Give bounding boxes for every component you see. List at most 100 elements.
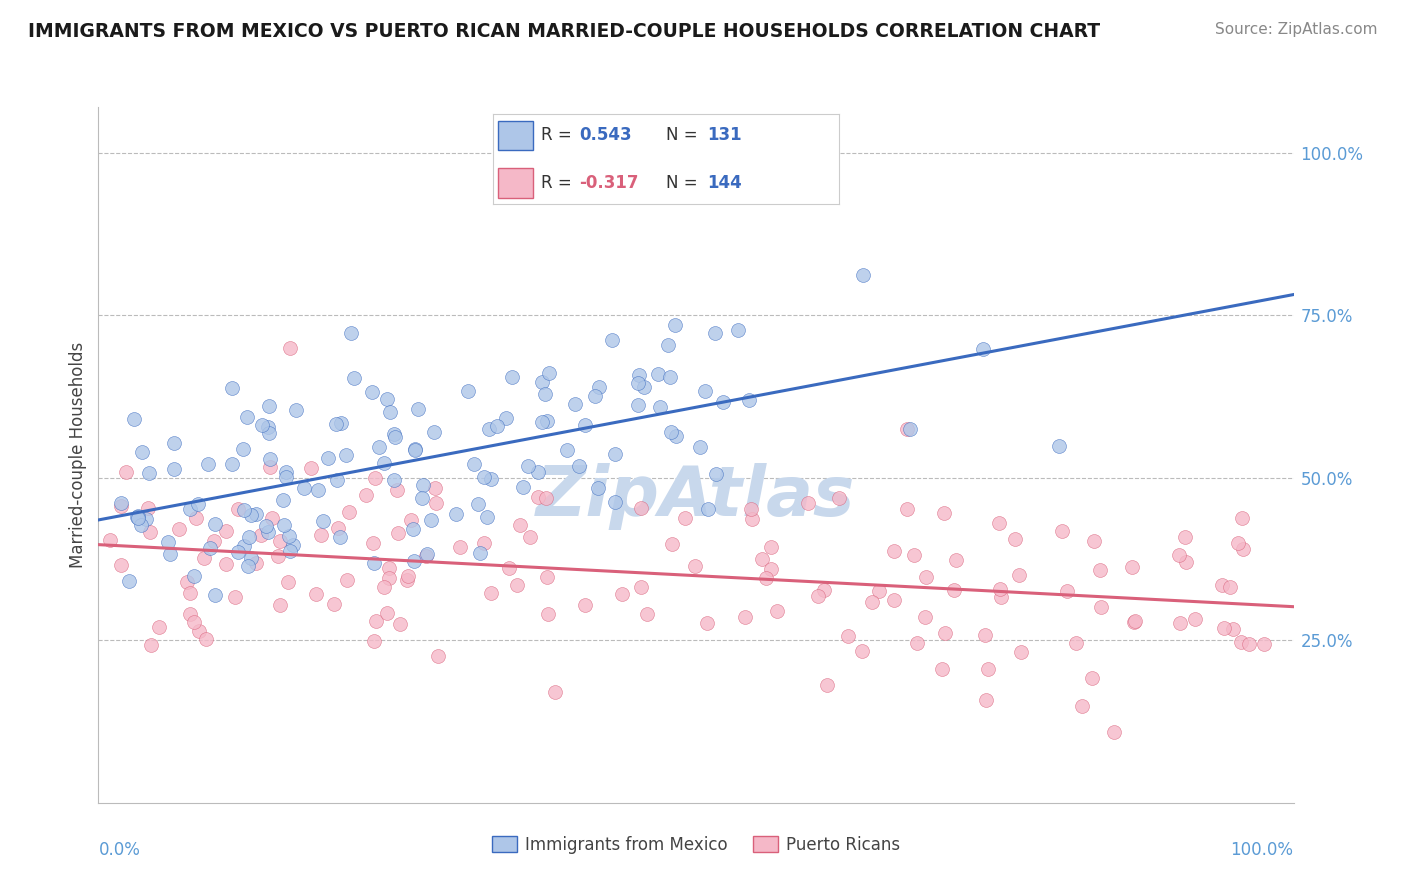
Point	[240, 508, 263, 522]
Point	[415, 549, 437, 564]
Point	[1121, 560, 1143, 574]
Point	[519, 530, 541, 544]
Point	[568, 458, 591, 473]
Point	[221, 458, 243, 472]
Point	[574, 417, 596, 432]
Point	[1184, 612, 1206, 626]
Point	[704, 326, 727, 340]
Point	[630, 580, 652, 594]
Point	[277, 575, 299, 590]
Point	[479, 586, 502, 600]
Point	[914, 610, 936, 624]
Point	[517, 458, 540, 473]
Point	[943, 583, 966, 598]
Point	[141, 638, 163, 652]
Point	[537, 607, 560, 621]
Point	[343, 371, 366, 385]
Point	[536, 414, 558, 428]
Point	[127, 509, 149, 524]
Point	[883, 544, 905, 558]
Point	[361, 536, 384, 550]
Point	[1122, 615, 1144, 630]
Point	[259, 451, 281, 466]
Point	[197, 457, 219, 471]
Point	[257, 524, 280, 539]
Point	[307, 483, 329, 497]
Point	[250, 417, 273, 432]
Point	[364, 615, 387, 629]
Point	[506, 577, 529, 591]
Point	[267, 549, 290, 563]
Point	[463, 457, 485, 471]
Point	[367, 440, 389, 454]
Point	[399, 513, 422, 527]
Point	[1232, 542, 1254, 557]
Point	[245, 556, 267, 570]
Point	[118, 574, 141, 588]
Point	[945, 553, 967, 567]
Point	[474, 536, 496, 550]
Point	[741, 512, 763, 526]
Point	[1239, 637, 1261, 651]
Point	[1090, 599, 1112, 614]
Point	[837, 629, 859, 643]
Point	[281, 538, 304, 552]
Text: IMMIGRANTS FROM MEXICO VS PUERTO RICAN MARRIED-COUPLE HOUSEHOLDS CORRELATION CHA: IMMIGRANTS FROM MEXICO VS PUERTO RICAN M…	[28, 22, 1101, 41]
Point	[183, 569, 205, 583]
Point	[813, 582, 835, 597]
Point	[224, 590, 246, 604]
Text: Source: ZipAtlas.com: Source: ZipAtlas.com	[1215, 22, 1378, 37]
Point	[827, 491, 849, 506]
Point	[583, 389, 606, 403]
Point	[271, 493, 294, 508]
Point	[533, 387, 555, 401]
Point	[278, 544, 301, 558]
Point	[337, 505, 360, 519]
Point	[167, 523, 190, 537]
Point	[354, 488, 377, 502]
Point	[316, 450, 339, 465]
Point	[163, 461, 186, 475]
Point	[127, 510, 149, 524]
Point	[1175, 555, 1198, 569]
Point	[311, 528, 333, 542]
Point	[543, 685, 565, 699]
Point	[325, 417, 347, 431]
Point	[387, 526, 409, 541]
Point	[659, 425, 682, 439]
Point	[536, 491, 558, 505]
Legend: Immigrants from Mexico, Puerto Ricans: Immigrants from Mexico, Puerto Ricans	[485, 830, 907, 861]
Point	[179, 502, 201, 516]
Point	[477, 509, 499, 524]
Point	[661, 537, 683, 551]
Point	[564, 397, 586, 411]
Point	[375, 392, 398, 407]
Point	[138, 466, 160, 480]
Point	[636, 607, 658, 621]
Point	[689, 440, 711, 454]
Point	[245, 508, 267, 522]
Point	[472, 470, 495, 484]
Point	[277, 528, 299, 542]
Point	[136, 500, 159, 515]
Point	[184, 511, 207, 525]
Point	[179, 586, 201, 600]
Point	[1008, 568, 1031, 582]
Point	[423, 481, 446, 495]
Point	[110, 499, 132, 513]
Point	[373, 580, 395, 594]
Point	[665, 429, 688, 443]
Point	[329, 530, 352, 544]
Point	[536, 570, 558, 584]
Point	[278, 341, 301, 355]
Point	[807, 590, 830, 604]
Point	[751, 551, 773, 566]
Point	[259, 460, 281, 475]
Point	[1088, 563, 1111, 577]
Point	[426, 648, 449, 663]
Point	[765, 604, 787, 618]
Point	[335, 573, 357, 587]
Point	[478, 422, 501, 436]
Point	[1168, 616, 1191, 631]
Point	[479, 472, 502, 486]
